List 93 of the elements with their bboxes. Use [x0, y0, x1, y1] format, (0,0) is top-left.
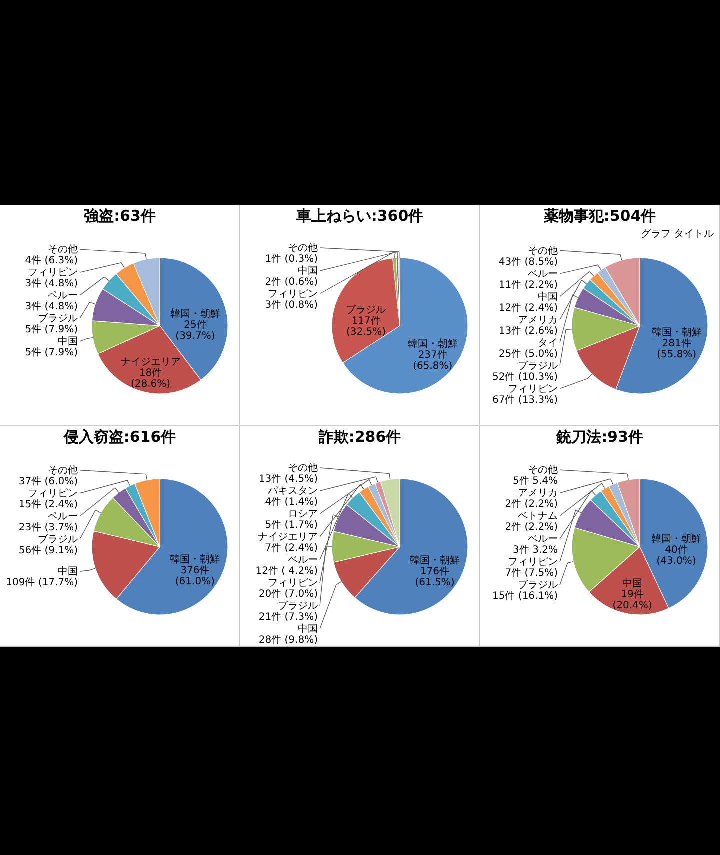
- slice-label: 中国: [538, 290, 558, 303]
- text: グラフ タイトル: [640, 229, 714, 240]
- slice-label: ブラジル: [518, 360, 558, 372]
- data-label: 117件 (32.5%): [346, 316, 386, 338]
- data-label: 376件 (61.0%): [175, 566, 216, 588]
- slice-label: フィリピン: [268, 578, 318, 589]
- slice-label: 中国: [298, 265, 318, 278]
- data-label: 7件 (7.5%): [505, 568, 558, 580]
- data-label: 18件 (28.6%): [130, 368, 171, 390]
- data-label: 25件 (5.0%): [498, 348, 558, 360]
- slice-label: ロシア: [288, 509, 318, 520]
- slice-label: ペルー: [288, 555, 318, 566]
- slice-label: その他: [48, 244, 78, 256]
- data-label: 13件 (2.6%): [498, 326, 558, 337]
- data-label: 56件 (9.1%): [18, 545, 78, 556]
- slice-label: ブラジル: [278, 600, 318, 612]
- slice-label: アメリカ: [518, 488, 558, 500]
- slice-label: フィリピン: [508, 384, 558, 395]
- slice-label: 韓国・朝鮮: [652, 326, 702, 339]
- slice-label: フィリピン: [28, 268, 78, 279]
- data-label: 3件 (4.8%): [25, 278, 78, 290]
- data-label: 43件 (8.5%): [498, 256, 558, 268]
- slice-label: タイ: [538, 338, 558, 349]
- slice-label: 韓国・朝鮮: [170, 308, 220, 320]
- chart-title: 侵入窃盗:616件: [62, 428, 176, 446]
- data-label: 2件 (2.2%): [505, 499, 558, 510]
- slice-label: ベトナム: [518, 511, 558, 522]
- data-label: 28件 (9.8%): [258, 635, 318, 646]
- data-label: 5件 5.4%: [513, 476, 558, 488]
- slice-label: ペルー: [528, 268, 558, 280]
- data-label: 3件 (4.8%): [25, 302, 78, 313]
- slice-label: 中国: [58, 566, 78, 578]
- data-label: 3件 3.2%: [513, 545, 558, 556]
- data-label: 13件 (4.5%): [258, 474, 318, 485]
- data-label: 19件 (20.4%): [612, 590, 652, 612]
- data-label: 4件 (1.4%): [265, 497, 318, 508]
- data-label: 7件 (2.4%): [265, 543, 318, 554]
- slice-label: パキスタン: [267, 486, 318, 497]
- slice-label: ペルー: [528, 534, 558, 546]
- data-label: 23件 (3.7%): [18, 522, 78, 534]
- data-label: 109件 (17.7%): [6, 578, 78, 589]
- slice-label: その他: [528, 464, 558, 476]
- slice-label: 韓国・朝鮮: [410, 554, 460, 566]
- slice-label: フィリピン: [508, 557, 558, 568]
- data-label: 281件 (55.8%): [657, 338, 697, 361]
- data-label: 15件 (16.1%): [492, 591, 558, 602]
- data-label: 2件 (2.2%): [505, 522, 558, 534]
- slice-label: ナイジエリア: [120, 357, 181, 368]
- data-label: 15件 (2.4%): [18, 499, 78, 510]
- data-label: 1件 (0.3%): [265, 254, 318, 266]
- slice-label: フィリピン: [268, 289, 318, 300]
- slice-label: ペルー: [48, 511, 78, 522]
- slice-label: ペルー: [48, 290, 78, 302]
- slice-label: 中国: [622, 578, 642, 590]
- data-label: 52件 (10.3%): [492, 372, 558, 383]
- chart-title: 薬物事犯:504件: [542, 207, 656, 225]
- slice-label: ブラジル: [346, 304, 386, 316]
- chart-title: 強盗:63件: [84, 207, 156, 225]
- data-label: 20件 (7.0%): [258, 589, 318, 600]
- slice-label: 中国: [58, 336, 78, 348]
- slice-label: その他: [48, 464, 78, 476]
- data-label: 5件 (1.7%): [265, 520, 318, 531]
- data-label: 2件 (0.6%): [265, 277, 318, 288]
- slice-label: フィリピン: [28, 488, 78, 500]
- data-label: 12件 ( 4.2%): [256, 566, 318, 577]
- data-label: 40件 (43.0%): [656, 544, 696, 567]
- data-label: 12件 (2.4%): [498, 302, 558, 314]
- data-label: 176件 (61.5%): [415, 566, 455, 588]
- data-label: 11件 (2.2%): [498, 280, 558, 291]
- slice-label: 韓国・朝鮮: [408, 338, 458, 350]
- slice-label: ブラジル: [38, 533, 78, 546]
- slice-label: ブラジル: [518, 579, 558, 592]
- data-label: 25件 (39.7%): [176, 320, 216, 342]
- data-label: 3件 (0.8%): [265, 300, 318, 312]
- data-label: 5件 (7.9%): [25, 348, 78, 359]
- slice-label: 韓国・朝鮮: [652, 532, 702, 545]
- chart-title: 詐欺:286件: [318, 428, 402, 446]
- data-label: 5件 (7.9%): [25, 324, 78, 336]
- chart-title: 銃刀法:93件: [556, 428, 644, 446]
- data-label: 21件 (7.3%): [258, 612, 318, 623]
- slice-label: 韓国・朝鮮: [170, 554, 220, 566]
- data-label: 67件 (13.3%): [492, 394, 558, 406]
- slice-label: アメリカ: [518, 314, 558, 326]
- chart-title: 車上ねらい:360件: [295, 207, 424, 225]
- slice-label: その他: [288, 242, 318, 254]
- slice-label: ナイジエリア: [258, 532, 318, 543]
- data-label: 37件 (6.0%): [18, 476, 78, 488]
- slice-label: 中国: [298, 623, 318, 635]
- slice-label: ブラジル: [38, 312, 78, 325]
- slice-label: その他: [528, 244, 558, 257]
- slice-label: その他: [288, 462, 318, 474]
- data-label: 237件 (65.8%): [413, 350, 453, 372]
- data-label: 4件 (6.3%): [25, 256, 78, 267]
